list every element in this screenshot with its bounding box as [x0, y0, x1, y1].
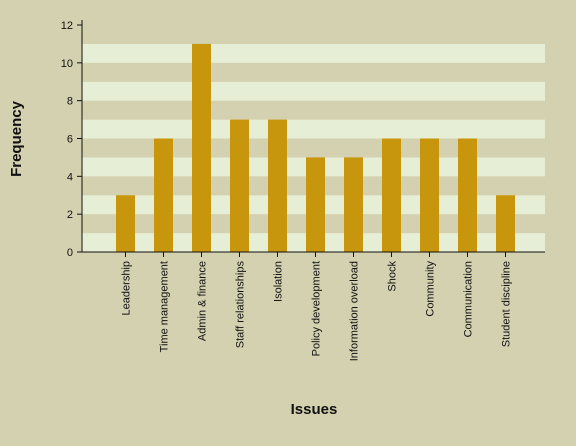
x-ticks: Leadership Time management Admin & finance…: [121, 252, 513, 361]
grid-band: [82, 100, 545, 120]
y-tick-label: 0: [67, 247, 73, 259]
bar: [230, 119, 249, 252]
bar: [192, 43, 211, 252]
x-tick-label: Time management: [159, 261, 171, 352]
grid-band: [82, 81, 545, 101]
bar: [154, 138, 173, 252]
x-tick-label: Policy development: [311, 261, 323, 356]
x-axis-title: Issues: [291, 401, 338, 418]
x-tick-label: Shock: [387, 261, 399, 292]
grid-band: [82, 25, 545, 44]
bar: [116, 195, 135, 252]
grid-band: [82, 43, 545, 63]
bar: [420, 138, 439, 252]
x-tick-label: Staff relationships: [235, 261, 247, 349]
x-tick-label: Communication: [463, 261, 475, 337]
y-ticks: 0 2 4 6 8 10 12: [61, 20, 82, 259]
x-tick-label: Community: [425, 261, 437, 317]
bars: [116, 43, 515, 252]
x-tick-label: Student discipline: [501, 261, 513, 347]
x-tick-label: Admin & finance: [197, 261, 209, 341]
y-tick-label: 6: [67, 134, 73, 146]
bar: [382, 138, 401, 252]
bar: [496, 195, 515, 252]
bar: [268, 119, 287, 252]
y-tick-label: 2: [67, 209, 73, 221]
y-tick-label: 12: [61, 20, 73, 32]
x-tick-label: Information overload: [349, 261, 361, 361]
y-axis-title: Frequency: [8, 100, 25, 177]
bar: [306, 157, 325, 252]
bar: [458, 138, 477, 252]
y-tick-label: 4: [67, 171, 73, 183]
grid-band: [82, 62, 545, 82]
x-tick-label: Leadership: [121, 261, 133, 315]
bar: [344, 157, 363, 252]
y-tick-label: 8: [67, 96, 73, 108]
y-tick-label: 10: [61, 58, 73, 70]
x-tick-label: Isolation: [273, 261, 285, 302]
grid-band: [82, 119, 545, 139]
